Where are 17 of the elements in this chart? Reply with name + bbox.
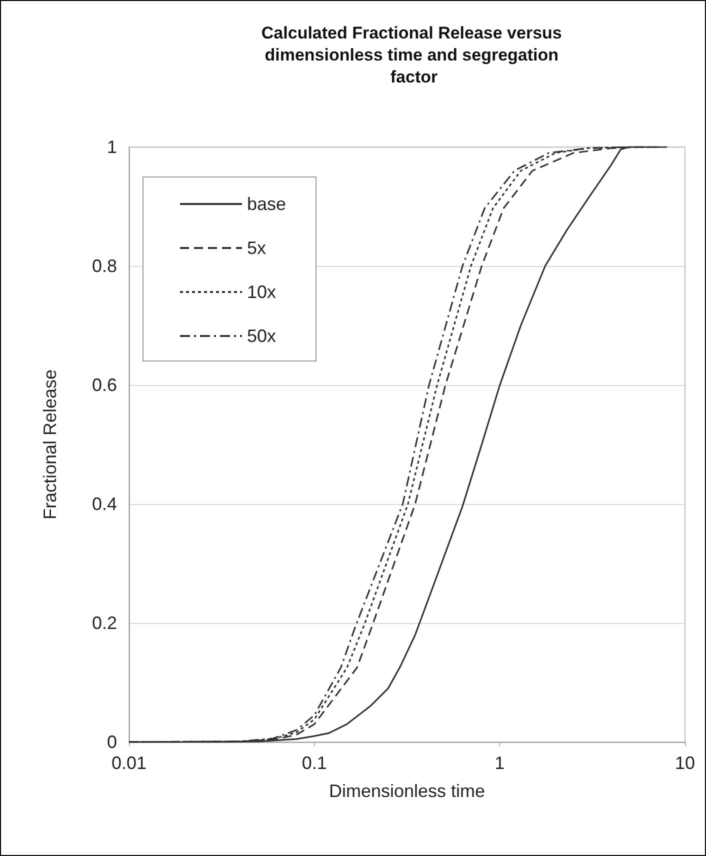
y-tick-label: 1 — [106, 137, 117, 157]
legend-label: 10x — [247, 282, 276, 302]
y-tick-label: 0.2 — [92, 613, 117, 633]
chart-title: Calculated Fractional Release versus dimensionless time and segregation factor — [261, 24, 567, 86]
y-tick-label: 0.6 — [92, 375, 117, 395]
x-axis-title: Dimensionless time — [328, 781, 486, 801]
x-tick-label: 0.1 — [302, 753, 327, 773]
y-tick-label: 0 — [106, 732, 117, 752]
y-tick-label: 0.4 — [92, 494, 117, 514]
x-tick-label: 1 — [494, 753, 505, 773]
y-tick-label: 0.8 — [92, 256, 117, 276]
y-axis-title: Fractional Release — [40, 369, 60, 520]
x-tick-label: 0.01 — [111, 753, 147, 773]
x-tick-label: 10 — [674, 753, 696, 773]
legend-label: 5x — [247, 238, 266, 258]
legend-label: base — [247, 194, 286, 214]
legend-label: 50x — [247, 326, 276, 346]
